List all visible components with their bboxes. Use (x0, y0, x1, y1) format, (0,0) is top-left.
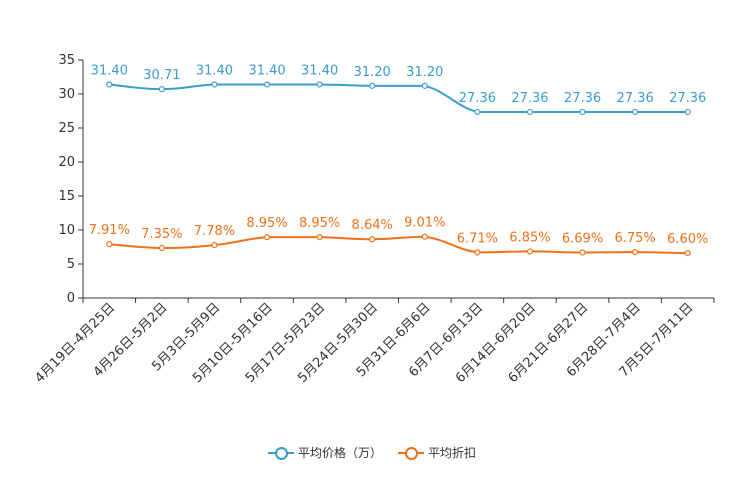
data-point (316, 81, 323, 88)
data-point (369, 82, 376, 89)
data-label: 27.36 (511, 91, 548, 106)
data-point (106, 81, 113, 88)
data-label: 31.20 (354, 65, 391, 80)
data-label: 27.36 (564, 91, 601, 106)
legend-price-label: 平均价格（万） (297, 446, 382, 460)
data-label: 30.71 (143, 68, 180, 83)
legend-discount-marker (398, 446, 424, 460)
data-label: 6.75% (614, 231, 655, 246)
data-point (684, 108, 691, 116)
data-point (526, 108, 534, 116)
data-point (684, 250, 691, 257)
data-label: 27.36 (459, 91, 496, 106)
data-label: 31.40 (301, 63, 338, 78)
legend-item-discount[interactable]: 平均折扣 (398, 444, 476, 461)
data-point (632, 249, 639, 256)
y-tick-label: 25 (58, 121, 75, 136)
data-point (211, 81, 218, 88)
legend: 平均价格（万） 平均折扣 (0, 444, 744, 461)
y-tick-label: 30 (58, 87, 75, 102)
data-label: 31.20 (406, 65, 443, 80)
data-point (316, 234, 323, 241)
data-label: 7.78% (194, 224, 235, 239)
data-label: 8.95% (299, 216, 340, 231)
data-point (632, 108, 639, 116)
data-label: 8.95% (246, 216, 287, 231)
data-point (106, 241, 113, 248)
data-point (474, 249, 481, 256)
y-tick-label: 15 (58, 189, 75, 204)
data-point (421, 233, 428, 240)
data-label: 7.35% (141, 227, 182, 242)
data-point (211, 241, 218, 249)
y-tick-label: 20 (58, 155, 75, 170)
y-tick-label: 10 (58, 223, 75, 238)
data-label: 6.71% (457, 231, 498, 246)
data-label: 6.69% (562, 232, 603, 247)
data-point (526, 248, 534, 255)
data-point (369, 236, 376, 243)
data-point (474, 108, 481, 116)
data-label: 27.36 (617, 91, 654, 106)
legend-price-marker (267, 446, 294, 460)
data-label: 31.40 (196, 63, 233, 78)
data-labels: 31.40 30.71 31.40 31.40 31.40 31.20 31.20 27.36… (89, 63, 709, 247)
legend-discount-label: 平均折扣 (428, 446, 477, 460)
data-point (579, 108, 586, 116)
data-label: 6.60% (667, 232, 708, 247)
legend-item-price[interactable]: 平均价格（万） (267, 444, 382, 461)
data-point (263, 234, 271, 241)
data-label: 8.64% (352, 218, 393, 233)
y-tick-label: 0 (67, 291, 75, 306)
y-tick-label: 35 (58, 53, 75, 68)
y-tick-label: 5 (67, 257, 75, 272)
data-point (421, 82, 428, 89)
data-label: 6.85% (509, 230, 550, 245)
data-label: 7.91% (89, 223, 130, 238)
series-line-0 (109, 83, 688, 113)
data-point (263, 81, 271, 88)
data-label: 31.40 (91, 63, 128, 78)
data-label: 27.36 (669, 91, 706, 106)
data-label: 9.01% (404, 216, 445, 231)
data-point (158, 86, 165, 93)
data-point (579, 249, 586, 256)
data-label: 31.40 (248, 63, 285, 78)
series-layer (106, 81, 691, 257)
series-line-1 (109, 235, 688, 255)
data-point (158, 244, 165, 252)
